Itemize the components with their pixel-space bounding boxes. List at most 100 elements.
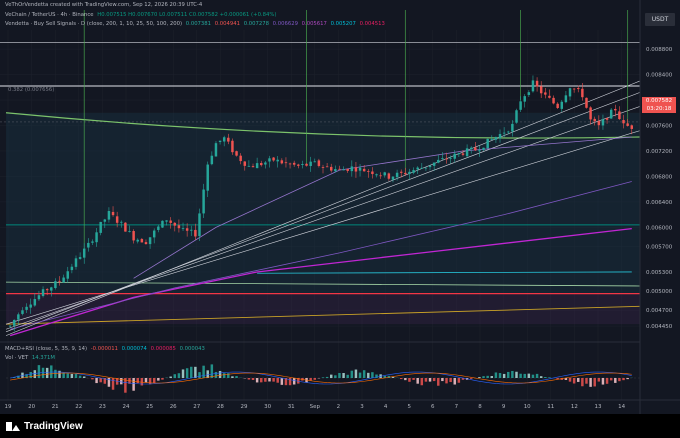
- candle-body: [247, 165, 251, 167]
- candle-body: [140, 239, 144, 243]
- ma-50: [133, 136, 632, 279]
- candle-body: [511, 123, 514, 132]
- macd-bar: [539, 376, 543, 378]
- symbol-label: VeChain / TetherUS · 4h · Binance: [5, 12, 94, 18]
- macd-bar: [445, 378, 448, 384]
- tradingview-logo[interactable]: TradingView: [6, 421, 83, 432]
- candle-body: [54, 281, 57, 289]
- macd-bar: [622, 378, 625, 381]
- macd-bar: [523, 373, 526, 378]
- macd-bar: [482, 376, 485, 378]
- candle-body: [95, 232, 98, 243]
- candle-body: [416, 167, 419, 170]
- currency-button[interactable]: USDT: [645, 13, 675, 26]
- candle-body: [338, 168, 341, 170]
- candle-body: [239, 155, 242, 162]
- macd-bar: [334, 375, 337, 378]
- candle-body: [577, 88, 580, 90]
- price-axis[interactable]: 0.0088000.0084000.0080000.0076000.007200…: [639, 0, 673, 414]
- time-tick: 26: [170, 404, 177, 410]
- candle-body: [535, 80, 539, 87]
- macd-bar: [494, 372, 498, 378]
- macd-bar: [404, 378, 407, 381]
- candle-body: [214, 143, 218, 157]
- candle-body: [198, 213, 201, 237]
- time-tick: Sep: [310, 404, 321, 410]
- macd-bar: [66, 373, 69, 378]
- macd-bar: [342, 373, 345, 378]
- candle-body: [284, 162, 288, 164]
- candle-body: [255, 163, 259, 169]
- macd-bar: [210, 364, 214, 378]
- candle-body: [564, 95, 568, 103]
- price-tick: 0.006000: [646, 225, 673, 231]
- candle-body: [37, 295, 41, 300]
- candle-body: [572, 88, 576, 90]
- candle-body: [136, 239, 139, 242]
- candle-body: [111, 211, 115, 216]
- macd-bar: [54, 369, 57, 378]
- candle-body: [297, 164, 300, 166]
- candle-body: [120, 221, 123, 223]
- candle-body: [161, 220, 164, 228]
- time-tick: 7: [455, 404, 459, 410]
- macd-bar: [136, 378, 139, 384]
- macd-bar: [29, 371, 32, 378]
- macd-bar: [292, 378, 296, 385]
- macd-bar: [618, 378, 621, 382]
- tradingview-icon: [6, 421, 20, 431]
- macd-bar: [198, 372, 201, 378]
- candle-body: [74, 258, 78, 267]
- macd-bar: [511, 370, 514, 378]
- macd-bar: [515, 371, 518, 378]
- candle-body: [408, 171, 411, 174]
- macd-bar: [288, 378, 292, 386]
- macd-bar: [478, 377, 481, 378]
- macd-bar: [507, 371, 510, 378]
- macd-bar: [50, 365, 53, 378]
- ma-100: [10, 181, 632, 330]
- time-tick: 8: [478, 404, 482, 410]
- time-tick: 23: [99, 404, 106, 410]
- indicator-value-4: 0.006629: [272, 21, 298, 27]
- macd-bar: [457, 378, 461, 383]
- candle-body: [288, 163, 292, 165]
- time-tick: 10: [524, 404, 531, 410]
- macd-bar: [589, 378, 592, 387]
- macd-bar: [58, 370, 61, 378]
- macd-bar: [354, 369, 358, 378]
- candle-body: [404, 172, 407, 175]
- indicator-value-1: 0.007381: [185, 21, 212, 27]
- macd-bar: [218, 370, 222, 378]
- candle-body: [173, 222, 177, 226]
- candle-body: [556, 103, 559, 108]
- candle-body: [227, 137, 230, 142]
- macd-bar: [346, 374, 349, 378]
- time-tick: 30: [264, 404, 271, 410]
- candle-body: [62, 277, 65, 283]
- candle-body: [383, 172, 386, 176]
- macd-bar: [367, 372, 370, 378]
- macd-bar: [111, 378, 115, 390]
- candle-body: [358, 167, 362, 171]
- macd-bar: [502, 373, 506, 378]
- candle-body: [531, 80, 535, 92]
- candle-body: [478, 150, 481, 152]
- macd-bar: [297, 378, 300, 384]
- candle-body: [169, 220, 172, 223]
- candle-body: [568, 88, 572, 97]
- macd-bar: [272, 378, 275, 382]
- macd-bar: [140, 378, 144, 386]
- candle-body: [523, 96, 526, 102]
- macd-bar: [399, 378, 403, 380]
- macd-bar: [214, 371, 218, 378]
- time-axis[interactable]: 19 20 21 22 23 24 25 26 27 28 29 30 31 Sep 2 3 4 5 6 7 8 9 10 1…: [0, 399, 680, 410]
- macd-bar: [161, 378, 164, 380]
- time-tick: 2: [337, 404, 341, 410]
- candle-body: [441, 157, 444, 159]
- candle-body: [391, 176, 395, 180]
- macd-bar: [45, 367, 49, 378]
- macd-bar: [441, 378, 444, 382]
- candle-body: [581, 88, 584, 98]
